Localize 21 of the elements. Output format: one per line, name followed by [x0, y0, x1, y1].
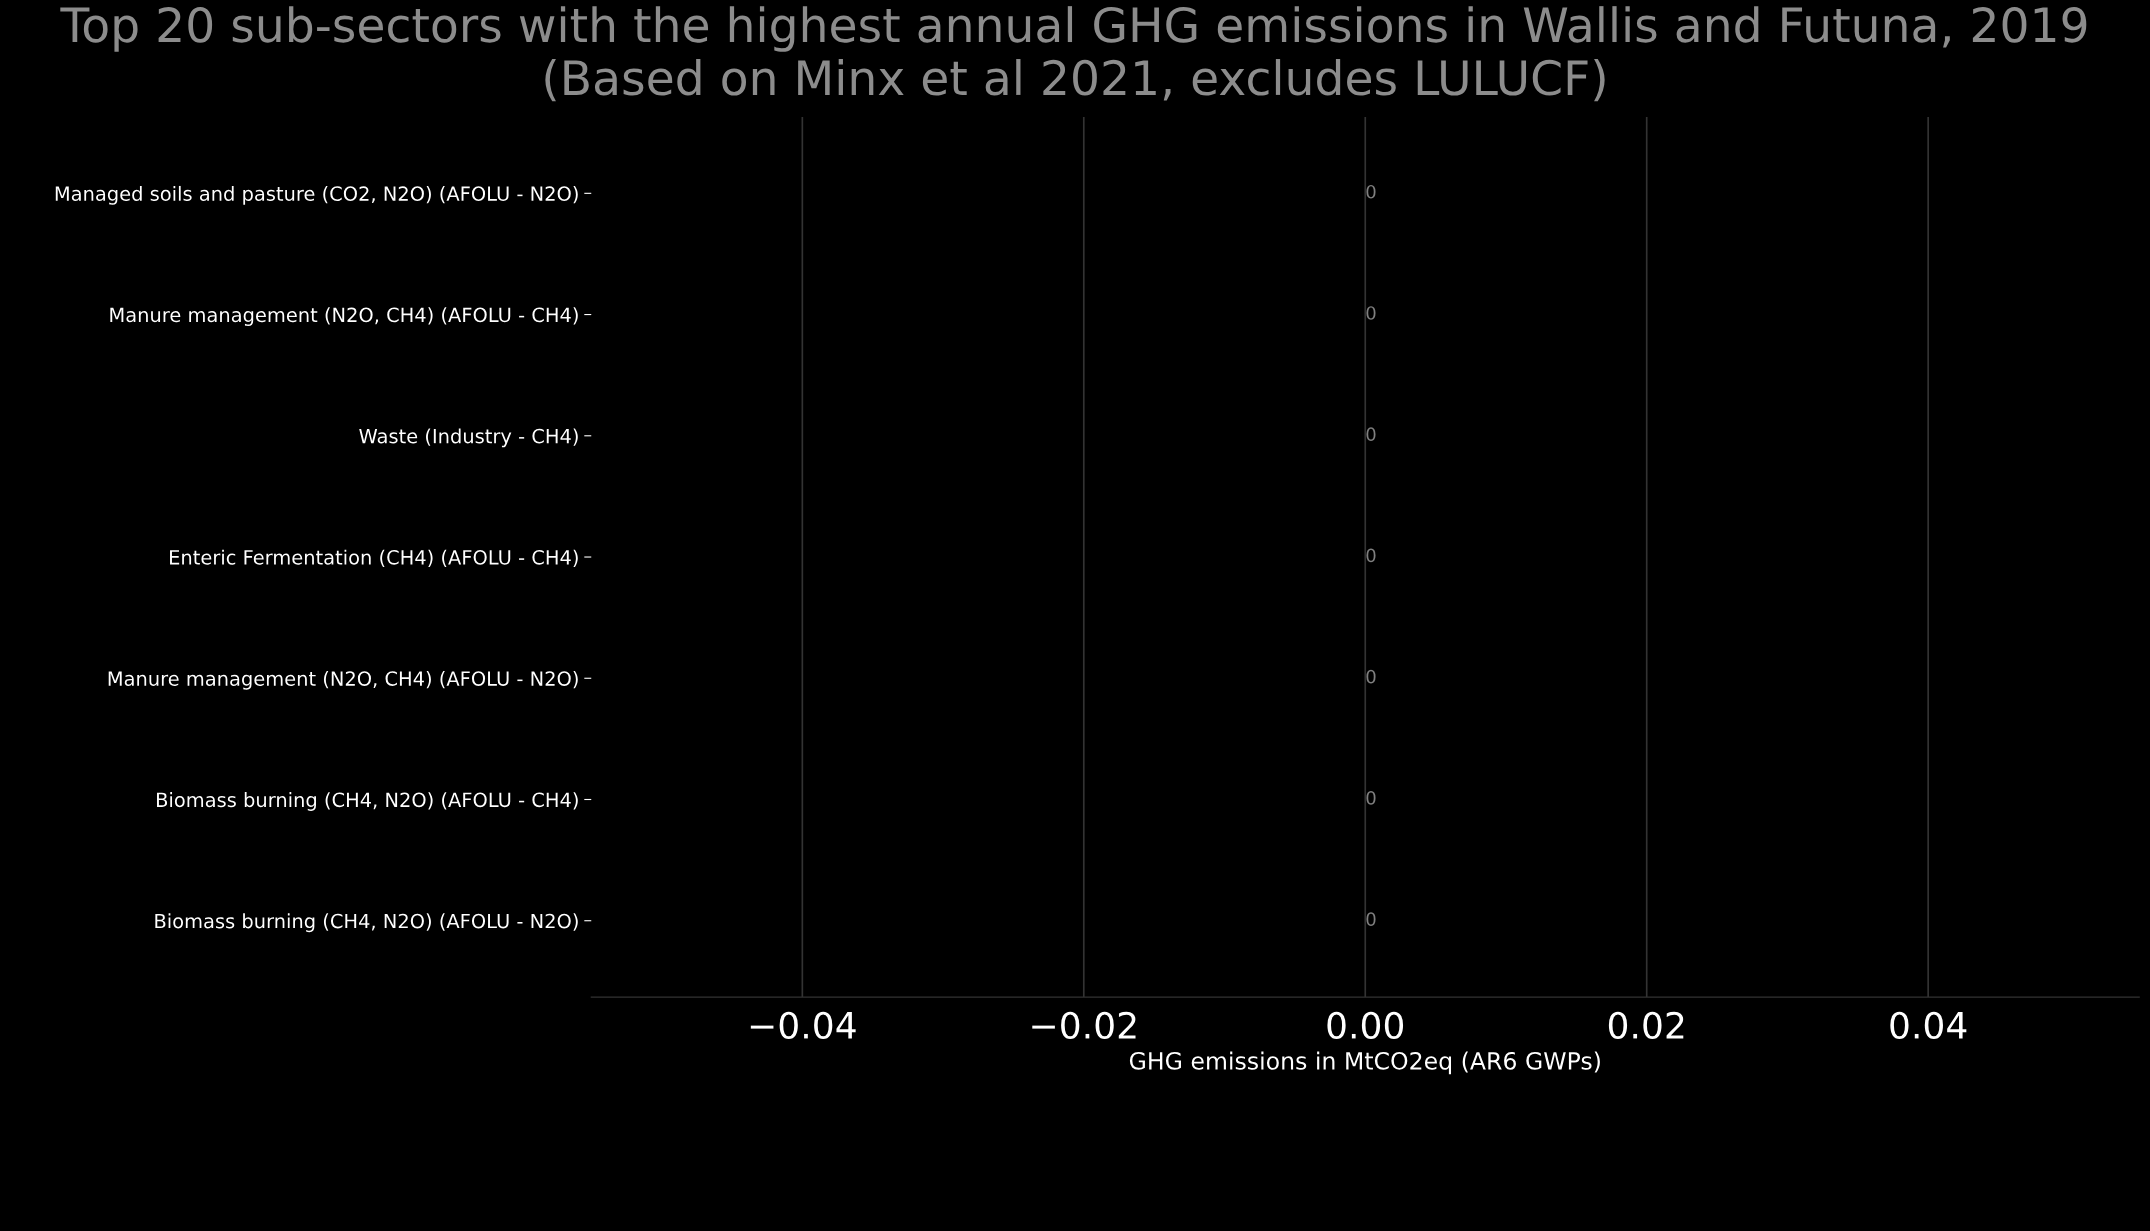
- data-label: 0: [1366, 427, 1376, 442]
- y-tick-label: Managed soils and pasture (CO2, N2O) (AFOLU - N2O): [55, 185, 578, 205]
- data-label: 0: [1366, 184, 1376, 199]
- x-tick-label: −0.04: [750, 1011, 856, 1039]
- x-axis-title: GHG emissions in MtCO2eq (AR6 GWPs): [1129, 1051, 1600, 1075]
- y-tick-label: Biomass burning (CH4, N2O) (AFOLU - N2O): [155, 913, 578, 933]
- data-label: 0: [1366, 548, 1376, 563]
- y-tick-label: Manure management (N2O, CH4) (AFOLU - CH4): [110, 307, 578, 326]
- data-label: 0: [1366, 306, 1376, 320]
- y-tick-label: Manure management (N2O, CH4) (AFOLU - N2O): [108, 670, 578, 690]
- x-tick-label: 0.02: [1608, 1011, 1684, 1039]
- x-tick-label: 0.04: [1890, 1011, 1967, 1039]
- data-label: 0: [1366, 669, 1376, 684]
- y-tick-label: Biomass burning (CH4, N2O) (AFOLU - CH4): [157, 792, 578, 811]
- data-label: 0: [1366, 791, 1376, 805]
- data-label: 0: [1366, 912, 1376, 926]
- x-tick-label: −0.02: [1032, 1011, 1136, 1039]
- x-tick-label: 0.00: [1327, 1011, 1404, 1039]
- y-tick-label: Waste (Industry - CH4): [359, 428, 578, 448]
- chart-title: Top 20 sub-sectors with the highest annual GHG emissions in Wallis and Futuna, 2019 (Based on Minx et al 2021, excludes LULUCF): [60, 6, 2087, 102]
- y-tick-label: Enteric Fermentation (CH4) (AFOLU - CH4): [170, 549, 578, 567]
